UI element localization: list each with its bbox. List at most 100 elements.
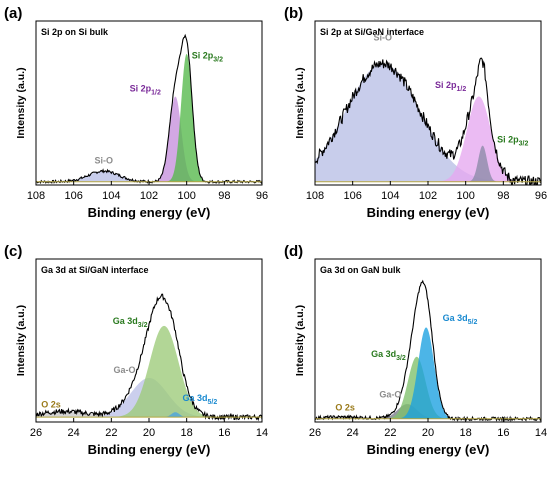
x-tick-label: 102 (140, 190, 158, 202)
x-tick-label: 104 (102, 190, 120, 202)
y-axis-label: Intensity (a.u.) (294, 305, 306, 376)
x-axis-label: Binding energy (eV) (367, 442, 490, 457)
peak-annotation-0: O 2s (335, 403, 355, 413)
x-tick-label: 108 (306, 190, 324, 202)
panel-title: Ga 3d at Si/GaN interface (41, 265, 149, 275)
y-axis-label: Intensity (a.u.) (15, 67, 27, 138)
x-tick-label: 106 (64, 190, 82, 202)
component-peak-2 (36, 53, 262, 182)
annotation-text: Ga 3d (182, 393, 207, 403)
panel-label: (a) (4, 5, 22, 22)
x-axis-label: Binding energy (eV) (367, 205, 490, 220)
annotation-subscript: 5/2 (207, 399, 217, 406)
peak-annotation-2: Si 2p3/2 (497, 134, 528, 147)
x-tick-label: 22 (384, 427, 396, 439)
panel-label: (b) (284, 5, 303, 22)
x-tick-label: 100 (177, 190, 195, 202)
x-tick-label: 100 (456, 190, 474, 202)
x-tick-label: 16 (497, 427, 509, 439)
x-tick-label: 108 (27, 190, 45, 202)
annotation-subscript: 1/2 (456, 86, 466, 93)
x-tick-label: 98 (497, 190, 509, 202)
x-tick-label: 24 (68, 427, 80, 439)
panel-title: Si 2p at Si/GaN interface (320, 27, 424, 37)
plot-area (315, 57, 541, 185)
annotation-text: O 2s (335, 403, 355, 413)
peak-annotation-0: Si-O (95, 156, 114, 166)
annotation-text: Ga-O (379, 390, 401, 400)
plot-area (36, 293, 262, 422)
annotation-text: Ga 3d (113, 316, 138, 326)
x-axis-label: Binding energy (eV) (88, 205, 211, 220)
annotation-subscript: 3/2 (213, 57, 223, 64)
component-peak-3 (315, 327, 541, 419)
measured-spectrum (315, 57, 541, 185)
component-peak-0 (36, 411, 262, 418)
peak-annotation-2: Ga 3d3/2 (371, 349, 406, 362)
measured-spectrum (315, 279, 541, 422)
x-tick-label: 16 (218, 427, 230, 439)
annotation-text: O 2s (41, 399, 61, 409)
measured-spectrum (36, 293, 262, 422)
annotation-text: Ga-O (114, 365, 136, 375)
x-tick-label: 20 (422, 427, 434, 439)
x-tick-label: 104 (381, 190, 399, 202)
peak-annotation-0: Si-O (374, 33, 393, 43)
x-tick-label: 22 (105, 427, 117, 439)
x-tick-label: 26 (309, 427, 321, 439)
x-tick-label: 14 (535, 427, 547, 439)
x-tick-label: 20 (143, 427, 155, 439)
annotation-text: Si-O (374, 33, 393, 43)
peak-annotation-0: O 2s (41, 399, 61, 409)
annotation-text: Si 2p (192, 51, 214, 61)
x-tick-label: 96 (256, 190, 268, 202)
annotation-text: Si-O (95, 156, 114, 166)
plot-area (315, 279, 541, 422)
x-tick-label: 106 (343, 190, 361, 202)
annotation-subscript: 3/2 (519, 140, 529, 147)
x-tick-label: 96 (535, 190, 547, 202)
panel-title: Si 2p on Si bulk (41, 27, 109, 37)
annotation-subscript: 3/2 (138, 322, 148, 329)
peak-annotation-1: Ga-O (379, 390, 401, 400)
panel-label: (d) (284, 243, 303, 260)
x-tick-label: 14 (256, 427, 268, 439)
measured-spectrum (36, 33, 262, 185)
component-peak-0 (36, 171, 262, 182)
x-tick-label: 98 (218, 190, 230, 202)
x-tick-label: 26 (30, 427, 42, 439)
y-axis-label: Intensity (a.u.) (15, 305, 27, 376)
annotation-text: Si 2p (130, 84, 152, 94)
annotation-text: Ga 3d (371, 349, 396, 359)
component-peak-0 (315, 63, 541, 182)
plot-area (36, 33, 262, 185)
plot-frame (35, 20, 263, 186)
annotation-subscript: 1/2 (151, 90, 161, 97)
panel-label: (c) (4, 243, 22, 260)
annotation-subscript: 3/2 (396, 355, 406, 362)
annotation-text: Si 2p (497, 134, 519, 144)
panel-title: Ga 3d on GaN bulk (320, 265, 402, 275)
peak-annotation-3: Ga 3d5/2 (182, 393, 217, 406)
peak-annotation-1: Si 2p1/2 (130, 84, 161, 97)
panel-3: 26 24 22 20 18 16 14 Binding energy (eV) Intensi… (284, 243, 547, 457)
annotation-subscript: 5/2 (468, 319, 478, 326)
panel-2: 26 24 22 20 18 16 14 Binding energy (eV) Intensi… (4, 243, 268, 457)
component-peak-2 (36, 325, 262, 418)
x-tick-label: 102 (419, 190, 437, 202)
annotation-text: Si 2p (435, 80, 457, 90)
peak-annotation-1: Ga-O (114, 365, 136, 375)
panel-1: 108 106 104 102 100 98 96 Binding energy (eV) In… (284, 5, 547, 220)
x-tick-label: 18 (181, 427, 193, 439)
x-tick-label: 18 (460, 427, 472, 439)
annotation-text: Ga 3d (443, 313, 468, 323)
peak-annotation-2: Si 2p3/2 (192, 51, 223, 64)
x-tick-label: 24 (347, 427, 359, 439)
component-peak-2 (315, 145, 541, 182)
peak-annotation-1: Si 2p1/2 (435, 80, 466, 93)
component-peak-1 (36, 96, 262, 182)
peak-annotation-2: Ga 3d3/2 (113, 316, 148, 329)
peak-annotation-3: Ga 3d5/2 (443, 313, 478, 326)
x-axis-label: Binding energy (eV) (88, 442, 211, 457)
